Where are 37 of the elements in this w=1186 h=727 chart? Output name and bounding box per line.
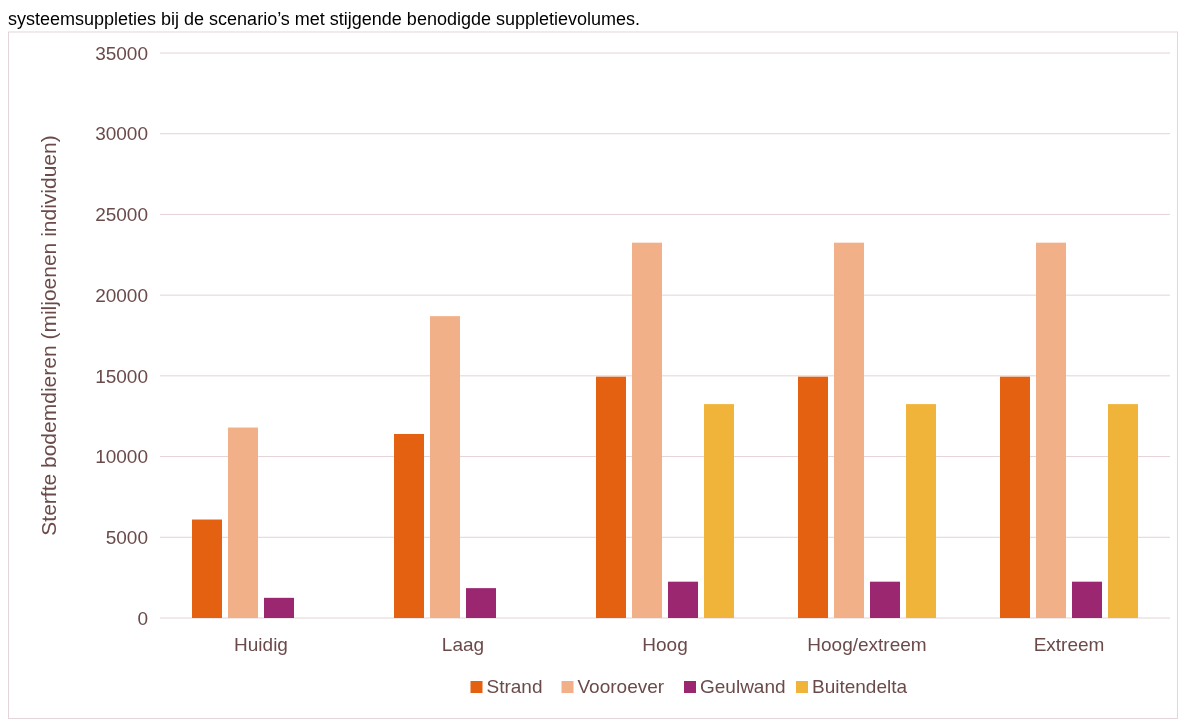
y-tick-label: 5000	[105, 526, 148, 548]
y-tick-label: 30000	[95, 123, 148, 145]
bar	[1000, 376, 1030, 618]
bar	[704, 404, 734, 618]
x-tick-label: Laag	[441, 634, 485, 655]
legend-label: Strand	[486, 676, 543, 697]
bar	[1036, 242, 1066, 618]
bar	[870, 581, 900, 618]
y-tick-label: 10000	[95, 446, 148, 468]
x-tick-label: Hoog	[642, 634, 688, 655]
bar	[264, 597, 294, 618]
y-tick-label: 15000	[95, 365, 148, 387]
chart-title: systeemsuppleties bij de scenario’s met stijgende benodigde suppletievolumes.	[8, 9, 641, 29]
legend-label: Vooroever	[577, 676, 665, 697]
bar	[1072, 581, 1102, 618]
bar	[834, 242, 864, 618]
bar	[1108, 404, 1138, 618]
y-tick-label: 20000	[95, 284, 148, 306]
bar	[632, 242, 662, 618]
x-tick-label: Hoog/extreem	[807, 634, 927, 655]
legend-label: Geulwand	[700, 676, 786, 697]
bar	[228, 427, 258, 618]
y-tick-label: 35000	[95, 42, 148, 64]
y-axis-title: Sterfte bodemdieren (miljoenen individuen)	[37, 135, 60, 536]
x-tick-label: Huidig	[234, 634, 288, 655]
bar	[668, 581, 698, 618]
bar	[798, 376, 828, 618]
y-tick-label: 0	[137, 607, 148, 629]
legend-label: Buitendelta	[812, 676, 908, 697]
bar	[466, 588, 496, 618]
y-tick-label: 25000	[95, 204, 148, 226]
bar	[394, 433, 424, 618]
bar	[430, 316, 460, 618]
x-tick-label: Extreem	[1033, 634, 1105, 655]
bar	[192, 519, 222, 618]
bar	[596, 376, 626, 618]
bar	[906, 404, 936, 618]
